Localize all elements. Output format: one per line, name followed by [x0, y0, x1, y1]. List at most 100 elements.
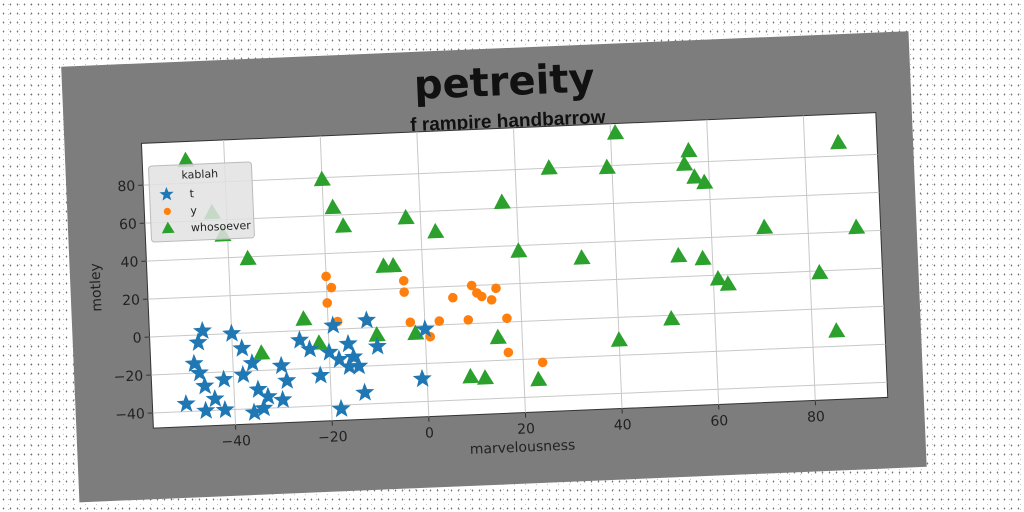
legend-box — [148, 161, 255, 243]
data-point-t — [323, 315, 343, 334]
data-point-y — [502, 313, 512, 324]
y-axis-label: motley — [87, 263, 105, 312]
data-point-whosoever — [607, 124, 625, 140]
chart-title: petreity — [413, 55, 595, 109]
legend-items: ty whosoever — [159, 186, 252, 235]
x-tick-label: 20 — [517, 421, 535, 438]
data-point-t — [319, 342, 339, 361]
rotated-figure: petreity f rampire handbarrow −40 −20 0 20 4… — [61, 31, 927, 503]
y-axis-ticks: −40 −20 0 20 40 60 80 — [113, 179, 153, 424]
data-point-t — [273, 389, 293, 409]
x-gridline — [802, 115, 816, 401]
x-tick-label: −20 — [318, 429, 348, 446]
y-gridline — [147, 267, 883, 300]
data-point-whosoever — [756, 218, 774, 235]
data-point-whosoever — [598, 158, 616, 175]
data-point-t — [357, 310, 377, 329]
data-point-whosoever — [385, 256, 403, 273]
data-point-t — [244, 402, 264, 421]
data-point-t — [254, 398, 274, 417]
y-gridline — [146, 229, 881, 262]
y-tick-label: 80 — [117, 179, 135, 196]
y-tick-label: 0 — [132, 330, 142, 346]
data-point-whosoever — [239, 249, 257, 266]
data-point-whosoever — [719, 275, 737, 291]
data-point-whosoever — [828, 322, 846, 338]
legend-label-y: y — [190, 204, 198, 217]
legend-label-t: t — [189, 187, 195, 200]
data-point-y — [326, 282, 337, 293]
x-axis-ticks: −40 −20 0 20 40 60 80 — [221, 400, 825, 450]
y-gridline — [151, 343, 886, 376]
legend: kablah ty whosoever — [148, 161, 255, 243]
x-tick-label: 60 — [710, 413, 728, 430]
data-point-whosoever — [295, 310, 313, 326]
legend-marker-y — [163, 207, 171, 215]
data-point-whosoever — [493, 193, 511, 210]
data-point-whosoever — [177, 151, 195, 168]
data-point-whosoever — [696, 173, 714, 190]
y-tick-label: −20 — [113, 368, 143, 385]
data-point-y — [486, 295, 497, 305]
data-point-t — [310, 365, 330, 384]
x-gridline — [416, 131, 430, 417]
data-point-t — [248, 379, 268, 398]
data-point-whosoever — [510, 242, 528, 258]
x-tick-label: 40 — [613, 417, 631, 434]
data-point-y — [322, 298, 333, 308]
y-tick-label: −40 — [115, 406, 145, 423]
x-tick-label: 0 — [425, 425, 435, 441]
data-point-whosoever — [324, 198, 342, 215]
legend-label-whosoever: whosoever — [191, 219, 252, 235]
data-point-t — [415, 319, 435, 338]
data-point-whosoever — [610, 331, 628, 347]
y-tick-label: 60 — [119, 216, 137, 233]
legend-marker-whosoever — [161, 221, 175, 234]
data-point-whosoever — [427, 222, 445, 239]
x-tick-label: 80 — [807, 409, 825, 426]
x-axis-label: marvelousness — [469, 438, 575, 458]
data-point-whosoever — [848, 218, 866, 235]
data-point-y — [477, 291, 487, 302]
data-point-t — [258, 386, 278, 406]
data-point-y — [448, 292, 458, 303]
data-point-t — [205, 388, 225, 408]
data-point-t — [214, 369, 234, 388]
data-point-whosoever — [709, 269, 727, 286]
data-point-whosoever — [397, 208, 415, 225]
legend-title: kablah — [181, 167, 218, 182]
data-point-whosoever — [489, 328, 507, 345]
y-gridline — [149, 305, 884, 338]
data-point-t — [331, 398, 351, 418]
data-point-whosoever — [476, 369, 495, 385]
data-point-whosoever — [830, 133, 848, 150]
data-point-whosoever — [253, 344, 271, 360]
data-point-y — [466, 280, 477, 291]
data-point-whosoever — [368, 326, 386, 342]
data-point-t — [338, 333, 358, 353]
y-gridline — [152, 381, 888, 414]
data-point-y — [503, 347, 514, 358]
legend-marker-t — [159, 186, 174, 201]
data-point-whosoever — [811, 263, 829, 280]
data-point-whosoever — [694, 249, 712, 266]
data-point-whosoever — [663, 309, 681, 326]
data-point-t — [196, 400, 216, 420]
data-point-t — [412, 368, 432, 388]
data-point-whosoever — [676, 155, 694, 172]
data-point-t — [277, 370, 297, 390]
data-point-y — [405, 317, 416, 328]
data-point-whosoever — [462, 367, 480, 384]
data-point-whosoever — [335, 217, 353, 233]
data-point-t — [189, 362, 209, 382]
data-point-t — [367, 336, 387, 355]
data-point-t — [195, 376, 215, 395]
data-point-t — [188, 332, 208, 351]
data-point-t — [233, 364, 253, 384]
data-point-t — [215, 399, 235, 419]
data-point-t — [300, 339, 320, 358]
data-point-t — [192, 321, 212, 340]
data-point-y — [463, 315, 474, 325]
data-point-whosoever — [670, 246, 688, 263]
